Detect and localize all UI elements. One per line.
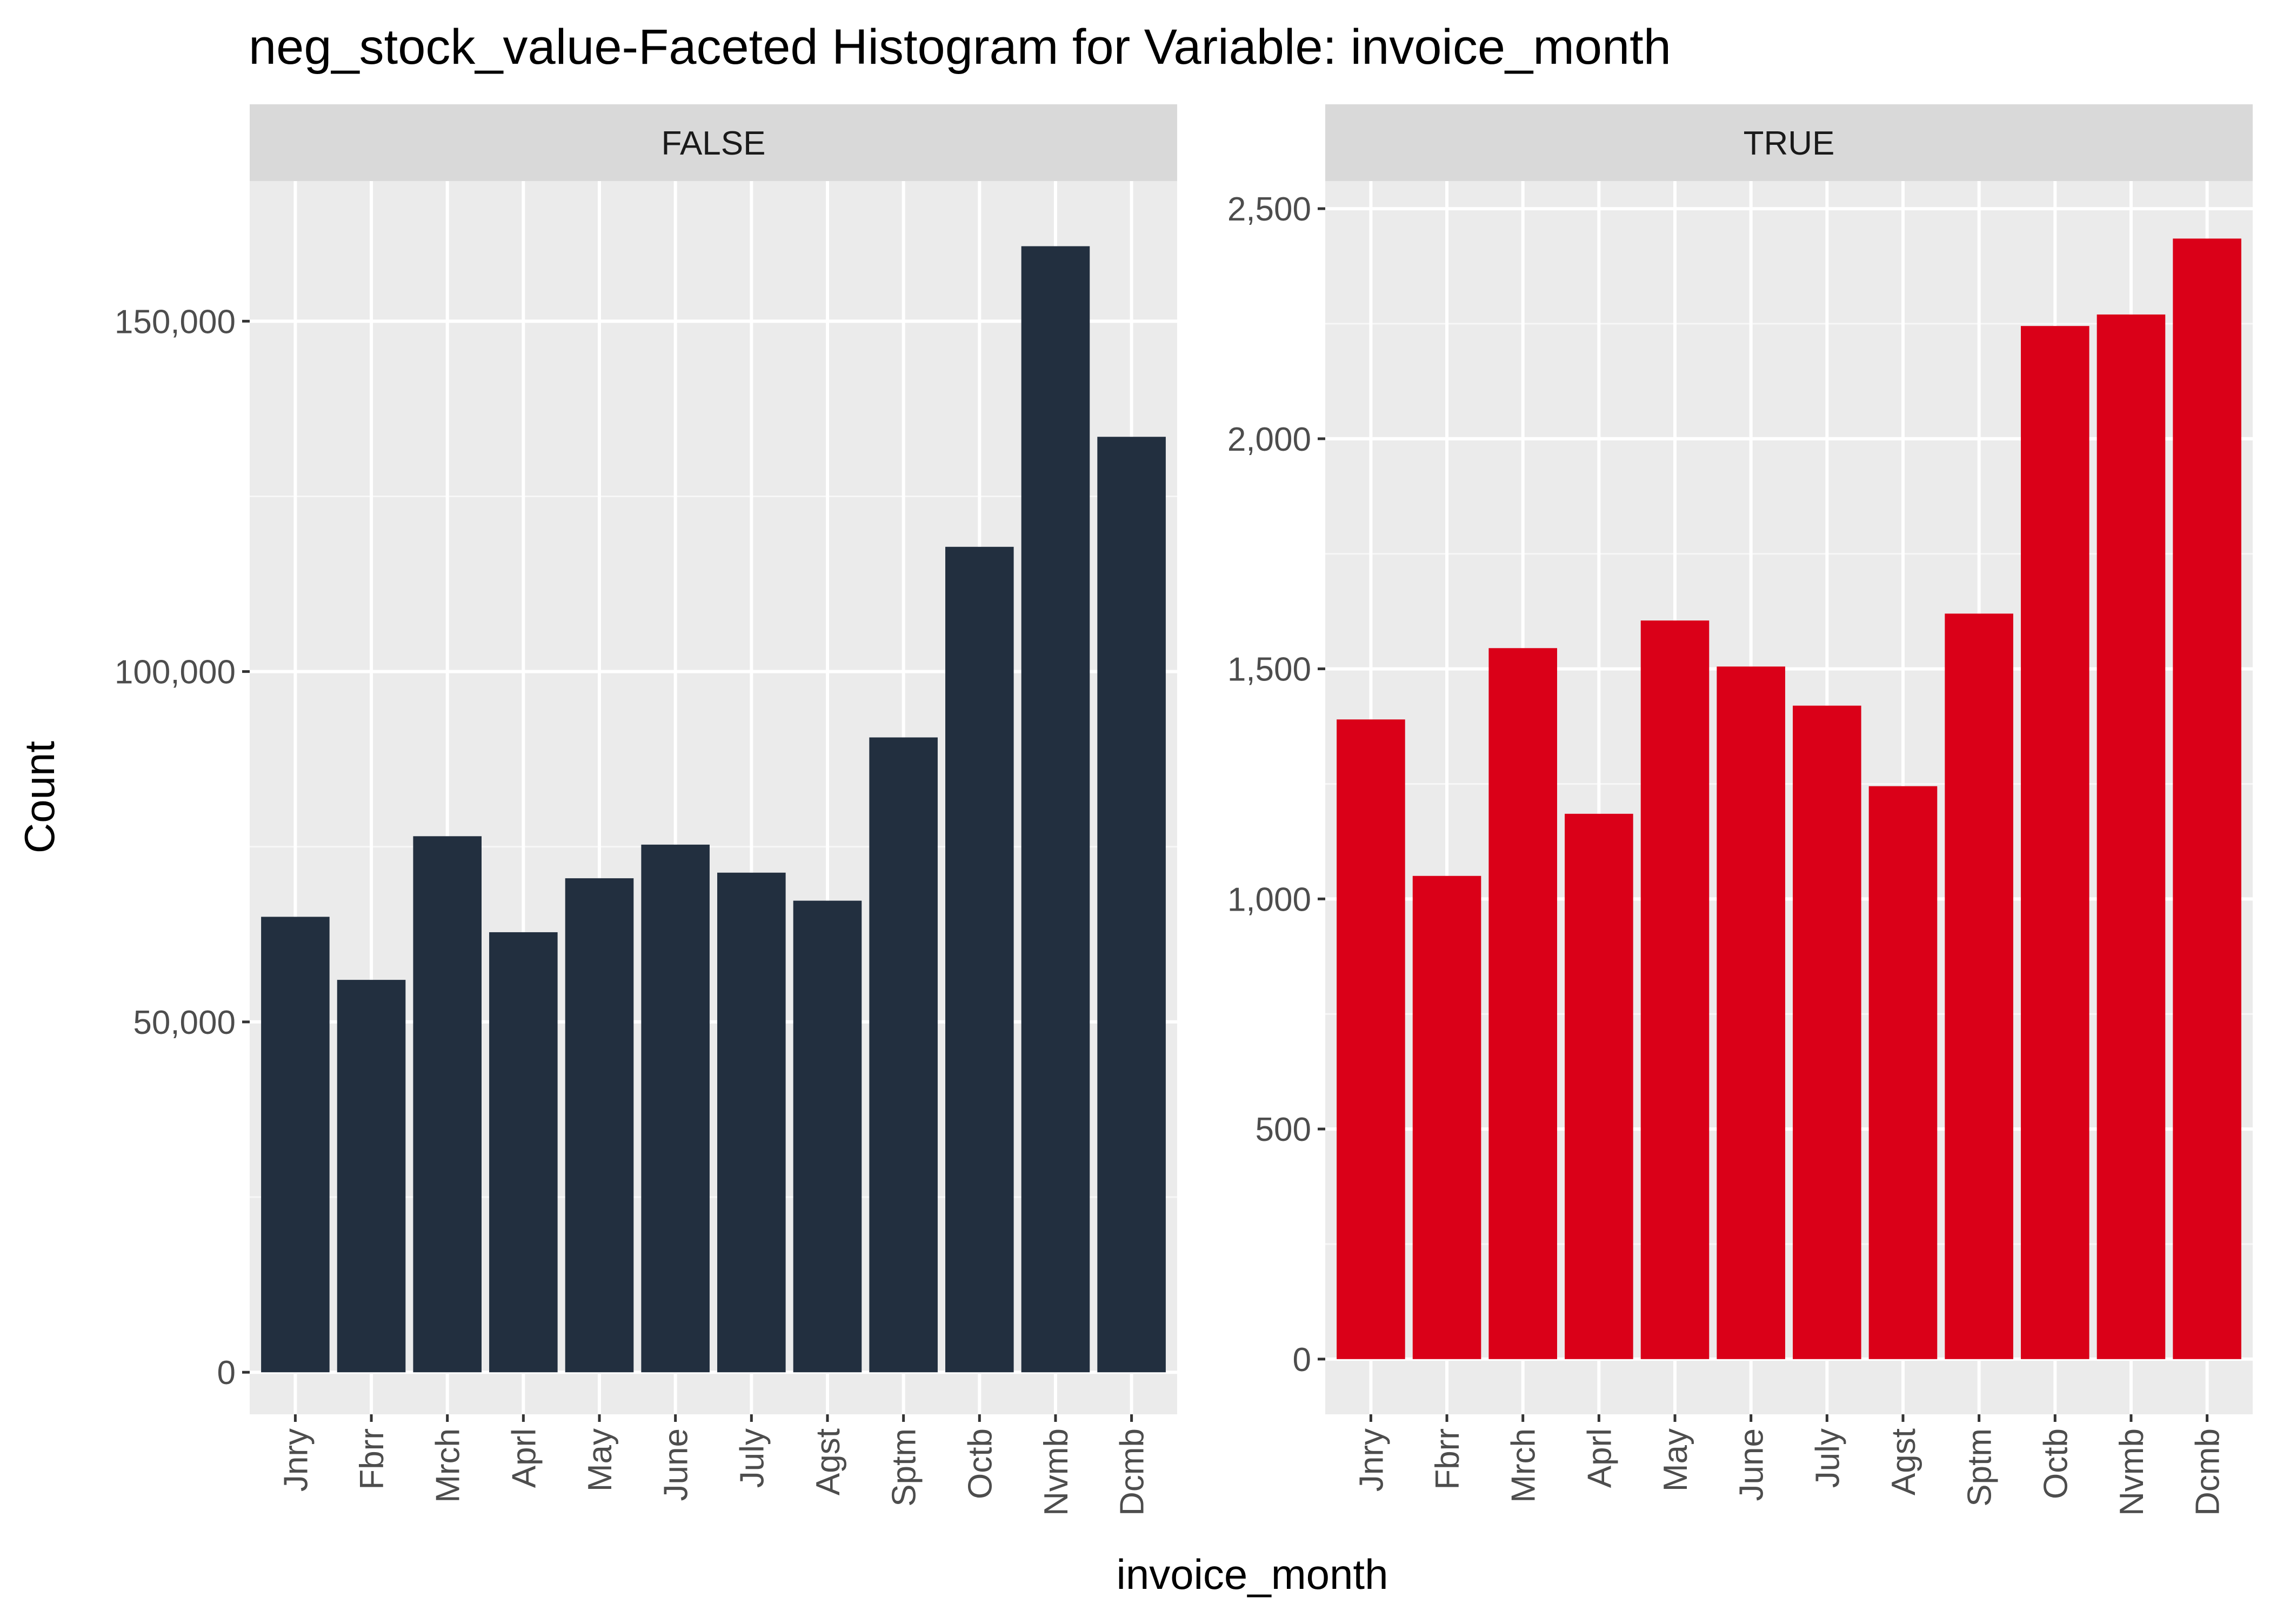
x-tick-label: Sptm	[886, 1428, 923, 1507]
y-tick-label: 2,000	[1227, 421, 1311, 458]
x-tick-label: Sptm	[1961, 1428, 1999, 1507]
bar-true-fbrr	[1412, 876, 1481, 1359]
bar-false-may	[565, 878, 634, 1373]
bar-true-nvmb	[2097, 314, 2166, 1359]
bar-false-agst	[793, 900, 862, 1373]
facets: FALSE 0 50,000 100,000 150,000 Jnry Fbrr Mrch Ap…	[115, 104, 2253, 1516]
x-tick-label: Mrch	[1505, 1428, 1543, 1503]
bar-false-mrch	[413, 836, 482, 1373]
x-tick-label: Octb	[962, 1428, 999, 1499]
x-tick-label: Nvmb	[1038, 1428, 1075, 1516]
y-tick-label: 0	[1293, 1341, 1311, 1379]
x-tick-label: Dcmb	[2189, 1428, 2227, 1516]
y-tick-label: 0	[217, 1354, 236, 1392]
x-tick-label: Jnry	[1353, 1428, 1390, 1492]
facet-strip-label-true: TRUE	[1744, 125, 1835, 162]
bar-false-june	[641, 844, 710, 1373]
x-tick-label: Nvmb	[2113, 1428, 2151, 1516]
x-axis-title: invoice_month	[1117, 1551, 1388, 1598]
bar-true-may	[1640, 620, 1710, 1359]
facet-strip-label-false: FALSE	[662, 125, 766, 162]
bar-true-dcmb	[2173, 238, 2241, 1359]
x-tick-label: Octb	[2037, 1428, 2074, 1499]
bar-true-june	[1717, 666, 1785, 1359]
bar-true-agst	[1868, 786, 1938, 1359]
x-tick-label: July	[733, 1428, 771, 1488]
x-tick-label: Fbrr	[1429, 1428, 1466, 1490]
bar-true-sptm	[1945, 613, 2013, 1359]
bar-false-jnry	[261, 917, 330, 1373]
facet-strip-false	[250, 104, 1177, 181]
y-tick-label: 500	[1256, 1111, 1311, 1148]
x-tick-label: Aprl	[1581, 1428, 1618, 1488]
bar-true-jnry	[1337, 719, 1405, 1359]
y-tick-label: 1,500	[1227, 651, 1311, 689]
x-tick-label: Fbrr	[353, 1428, 391, 1490]
x-tick-label: Dcmb	[1114, 1428, 1151, 1516]
facet-true: TRUE 0 500 1,000 1,500 2,000 2,500 Jnry Fbrr Mrch…	[1227, 104, 2253, 1516]
bar-true-mrch	[1488, 648, 1557, 1359]
y-tick-label: 2,500	[1227, 191, 1311, 228]
bar-false-octb	[945, 546, 1014, 1373]
facet-strip-true	[1325, 104, 2253, 181]
x-tick-label: July	[1809, 1428, 1846, 1488]
x-tick-label: June	[1733, 1428, 1771, 1501]
x-tick-label: Agst	[810, 1428, 847, 1495]
bar-false-aprl	[489, 932, 558, 1373]
bar-true-aprl	[1565, 813, 1633, 1359]
y-tick-label: 150,000	[115, 303, 236, 340]
x-tick-label: Agst	[1885, 1428, 1922, 1495]
chart-title: neg_stock_value-Faceted Histogram for Va…	[249, 19, 1671, 75]
x-tick-label: May	[1657, 1428, 1694, 1492]
bar-false-fbrr	[337, 980, 406, 1373]
y-tick-label: 50,000	[133, 1004, 236, 1041]
facet-false: FALSE 0 50,000 100,000 150,000 Jnry Fbrr Mrch Ap…	[115, 104, 1177, 1516]
y-tick-label: 1,000	[1227, 881, 1311, 918]
x-tick-label: May	[582, 1428, 619, 1492]
bar-false-sptm	[869, 737, 938, 1373]
bar-false-dcmb	[1097, 437, 1166, 1373]
x-tick-label: June	[658, 1428, 695, 1501]
bar-false-july	[717, 872, 786, 1373]
bar-false-nvmb	[1021, 246, 1090, 1373]
x-tick-label: Jnry	[277, 1428, 315, 1492]
bar-true-july	[1793, 705, 1861, 1359]
y-axis-title: Count	[16, 741, 63, 853]
bar-true-octb	[2021, 326, 2089, 1359]
x-tick-label: Mrch	[430, 1428, 467, 1503]
x-tick-label: Aprl	[505, 1428, 543, 1488]
y-tick-label: 100,000	[115, 654, 236, 691]
